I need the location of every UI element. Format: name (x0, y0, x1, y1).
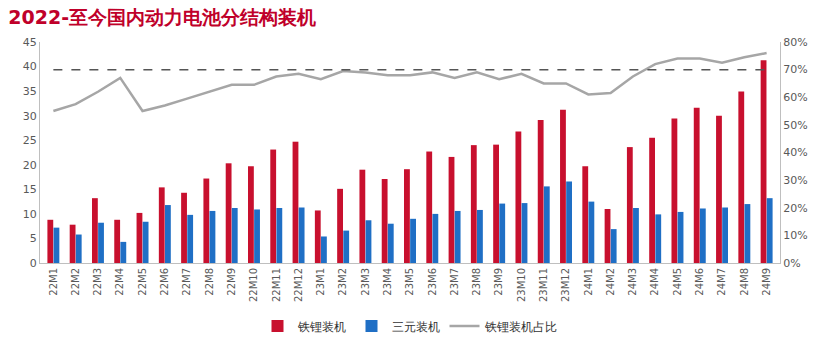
svg-text:23M2: 23M2 (337, 268, 348, 296)
svg-text:22M12: 22M12 (293, 268, 304, 302)
svg-text:24M6: 24M6 (694, 268, 705, 296)
svg-text:30%: 30% (783, 174, 807, 187)
svg-text:23M5: 23M5 (404, 268, 415, 296)
svg-text:45: 45 (23, 36, 37, 49)
svg-text:22M6: 22M6 (159, 268, 170, 296)
svg-text:70%: 70% (783, 63, 807, 76)
svg-text:80%: 80% (783, 36, 807, 49)
svg-text:60%: 60% (783, 91, 807, 104)
svg-text:23M11: 23M11 (538, 268, 549, 302)
svg-text:23M4: 23M4 (382, 268, 393, 296)
svg-text:22M7: 22M7 (181, 268, 192, 296)
svg-text:22M4: 22M4 (114, 268, 125, 296)
svg-text:24M2: 24M2 (605, 268, 616, 296)
svg-text:23M9: 23M9 (493, 268, 504, 296)
svg-text:25: 25 (23, 134, 37, 147)
svg-text:50%: 50% (783, 119, 807, 132)
svg-text:24M1: 24M1 (583, 268, 594, 296)
svg-text:2022-至今国内动力电池分结构装机: 2022-至今国内动力电池分结构装机 (8, 6, 316, 28)
svg-text:铁锂装机: 铁锂装机 (297, 320, 346, 334)
svg-text:24M7: 24M7 (716, 268, 727, 296)
svg-text:10%: 10% (783, 229, 807, 242)
svg-text:22M9: 22M9 (226, 268, 237, 296)
svg-text:0%: 0% (783, 257, 800, 270)
svg-text:0: 0 (30, 257, 37, 270)
svg-text:40%: 40% (783, 146, 807, 159)
svg-text:23M12: 23M12 (560, 268, 571, 302)
svg-text:15: 15 (23, 183, 37, 196)
svg-text:22M1: 22M1 (48, 268, 59, 296)
svg-text:铁锂装机占比: 铁锂装机占比 (484, 320, 557, 334)
svg-text:24M4: 24M4 (649, 268, 660, 296)
svg-text:23M8: 23M8 (471, 268, 482, 296)
svg-text:20%: 20% (783, 202, 807, 215)
svg-text:22M5: 22M5 (137, 268, 148, 296)
svg-text:22M2: 22M2 (70, 268, 81, 296)
svg-text:22M3: 22M3 (92, 268, 103, 296)
svg-text:23M3: 23M3 (360, 268, 371, 296)
svg-text:30: 30 (23, 110, 37, 123)
svg-text:22M8: 22M8 (204, 268, 215, 296)
svg-text:20: 20 (23, 159, 37, 172)
svg-text:5: 5 (30, 232, 37, 245)
svg-text:40: 40 (23, 60, 37, 73)
svg-text:三元装机: 三元装机 (392, 320, 440, 334)
svg-text:24M9: 24M9 (761, 268, 772, 296)
svg-text:23M10: 23M10 (516, 268, 527, 302)
svg-text:35: 35 (23, 85, 37, 98)
svg-text:24M5: 24M5 (672, 268, 683, 296)
svg-text:22M11: 22M11 (271, 268, 282, 302)
svg-text:24M3: 24M3 (627, 268, 638, 296)
svg-text:10: 10 (23, 208, 37, 221)
svg-text:23M6: 23M6 (427, 268, 438, 296)
svg-text:22M10: 22M10 (248, 268, 259, 302)
svg-text:23M7: 23M7 (449, 268, 460, 296)
svg-text:23M1: 23M1 (315, 268, 326, 296)
svg-text:24M8: 24M8 (739, 268, 750, 296)
